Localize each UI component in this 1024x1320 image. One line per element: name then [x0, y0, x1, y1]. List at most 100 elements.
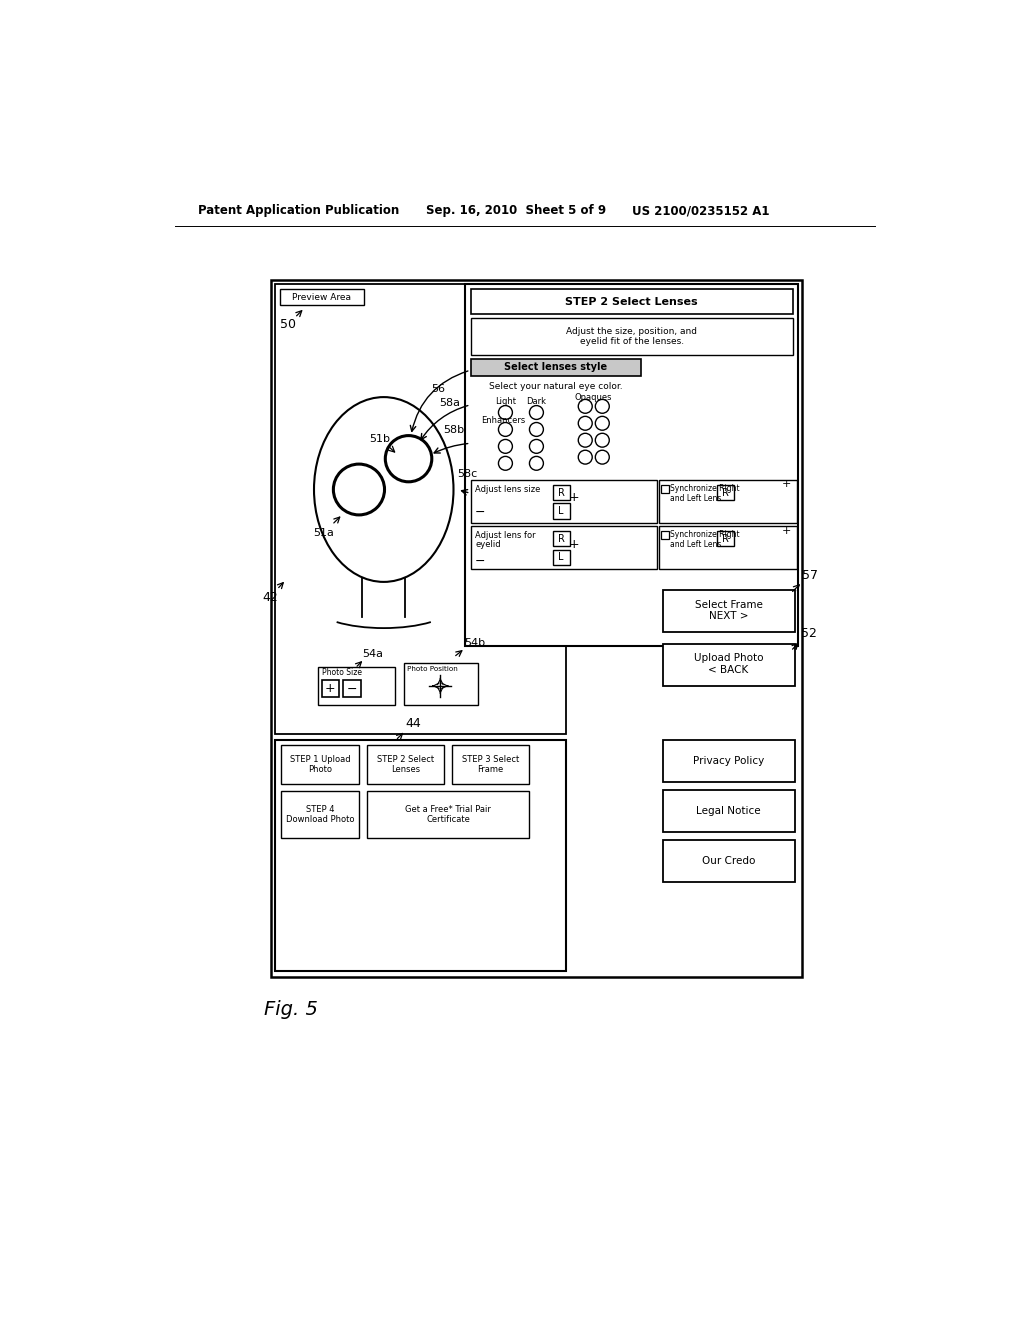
- Text: STEP 3 Select
Frame: STEP 3 Select Frame: [462, 755, 519, 774]
- Bar: [658, 527, 797, 569]
- Circle shape: [579, 416, 592, 430]
- Circle shape: [595, 450, 609, 465]
- Text: Our Credo: Our Credo: [701, 857, 756, 866]
- Bar: [717, 531, 734, 546]
- Text: Sep. 16, 2010  Sheet 5 of 9: Sep. 16, 2010 Sheet 5 of 9: [426, 205, 606, 218]
- Bar: [553, 549, 569, 565]
- Bar: [471, 289, 793, 314]
- Text: −: −: [475, 506, 485, 519]
- Bar: [663, 840, 795, 882]
- Circle shape: [499, 440, 512, 453]
- Text: Fig. 5: Fig. 5: [263, 999, 317, 1019]
- Bar: [471, 359, 641, 376]
- Text: Enhancers: Enhancers: [480, 416, 525, 425]
- Text: −: −: [475, 556, 485, 569]
- Text: L: L: [558, 552, 564, 562]
- Bar: [367, 744, 444, 784]
- Text: STEP 2 Select Lenses: STEP 2 Select Lenses: [565, 297, 698, 306]
- Text: Synchronize Right
and Left Lens: Synchronize Right and Left Lens: [671, 529, 740, 549]
- Text: 54b: 54b: [464, 639, 485, 648]
- Bar: [471, 480, 656, 523]
- Circle shape: [499, 405, 512, 420]
- Text: Preview Area: Preview Area: [292, 293, 351, 301]
- Text: +: +: [568, 491, 579, 504]
- Text: Select your natural eye color.: Select your natural eye color.: [489, 381, 623, 391]
- Bar: [322, 681, 339, 697]
- Text: 52: 52: [801, 627, 816, 640]
- Circle shape: [499, 422, 512, 437]
- Bar: [471, 318, 793, 355]
- Bar: [471, 527, 656, 569]
- Text: −: −: [347, 682, 357, 696]
- Text: Privacy Policy: Privacy Policy: [693, 756, 764, 766]
- Bar: [663, 789, 795, 832]
- Text: Photo Position: Photo Position: [407, 665, 458, 672]
- Text: US 2100/0235152 A1: US 2100/0235152 A1: [632, 205, 769, 218]
- Text: Upload Photo
< BACK: Upload Photo < BACK: [694, 653, 763, 675]
- Ellipse shape: [314, 397, 454, 582]
- Circle shape: [529, 457, 544, 470]
- Circle shape: [595, 433, 609, 447]
- Circle shape: [595, 416, 609, 430]
- Text: STEP 1 Upload
Photo: STEP 1 Upload Photo: [290, 755, 350, 774]
- Bar: [662, 484, 669, 492]
- Bar: [663, 644, 795, 686]
- Circle shape: [579, 450, 592, 465]
- Text: Photo Size: Photo Size: [322, 668, 361, 677]
- Text: 50: 50: [280, 318, 296, 331]
- Bar: [282, 792, 359, 838]
- Circle shape: [385, 436, 432, 482]
- Text: eyelid: eyelid: [475, 540, 501, 549]
- Bar: [663, 739, 795, 781]
- Text: Legal Notice: Legal Notice: [696, 807, 761, 816]
- Text: +: +: [568, 539, 579, 552]
- Bar: [317, 667, 395, 705]
- Bar: [553, 484, 569, 500]
- Bar: [275, 739, 566, 970]
- Bar: [662, 531, 669, 539]
- Bar: [663, 590, 795, 632]
- Text: +: +: [782, 527, 792, 536]
- Bar: [275, 284, 566, 734]
- Text: STEP 4
Download Photo: STEP 4 Download Photo: [286, 805, 354, 824]
- Text: Adjust lens size: Adjust lens size: [475, 484, 541, 494]
- Text: 51a: 51a: [313, 528, 335, 537]
- Text: Adjust lens for: Adjust lens for: [475, 531, 536, 540]
- Circle shape: [579, 433, 592, 447]
- Bar: [553, 503, 569, 519]
- Bar: [452, 744, 529, 784]
- Circle shape: [529, 405, 544, 420]
- Text: 58c: 58c: [458, 469, 477, 479]
- Text: Light: Light: [495, 397, 516, 407]
- Text: Synchronize Right
and Left Lens: Synchronize Right and Left Lens: [671, 483, 740, 503]
- Text: 58a: 58a: [439, 399, 460, 408]
- Text: 51b: 51b: [370, 434, 390, 444]
- Text: R: R: [558, 533, 564, 544]
- Text: Get a Free* Trial Pair
Certificate: Get a Free* Trial Pair Certificate: [406, 805, 492, 824]
- Text: 54a: 54a: [362, 649, 383, 659]
- Text: Select lenses style: Select lenses style: [504, 362, 607, 372]
- Text: Opaques: Opaques: [574, 392, 611, 401]
- Text: Patent Application Publication: Patent Application Publication: [198, 205, 399, 218]
- Text: Dark: Dark: [526, 397, 547, 407]
- Circle shape: [579, 400, 592, 413]
- Bar: [717, 484, 734, 500]
- Circle shape: [595, 400, 609, 413]
- Bar: [367, 792, 529, 838]
- Text: 58b: 58b: [443, 425, 464, 436]
- Text: L: L: [558, 506, 564, 516]
- Bar: [343, 681, 360, 697]
- Bar: [282, 744, 359, 784]
- Text: R: R: [722, 533, 729, 544]
- Bar: [465, 284, 799, 645]
- Text: STEP 2 Select
Lenses: STEP 2 Select Lenses: [377, 755, 434, 774]
- Circle shape: [529, 440, 544, 453]
- Bar: [271, 280, 802, 977]
- Text: 44: 44: [406, 717, 421, 730]
- Text: Select Frame
NEXT >: Select Frame NEXT >: [694, 599, 763, 622]
- Circle shape: [529, 422, 544, 437]
- Text: +: +: [782, 479, 792, 490]
- Text: R: R: [722, 487, 729, 498]
- Bar: [403, 663, 477, 705]
- Bar: [658, 480, 797, 523]
